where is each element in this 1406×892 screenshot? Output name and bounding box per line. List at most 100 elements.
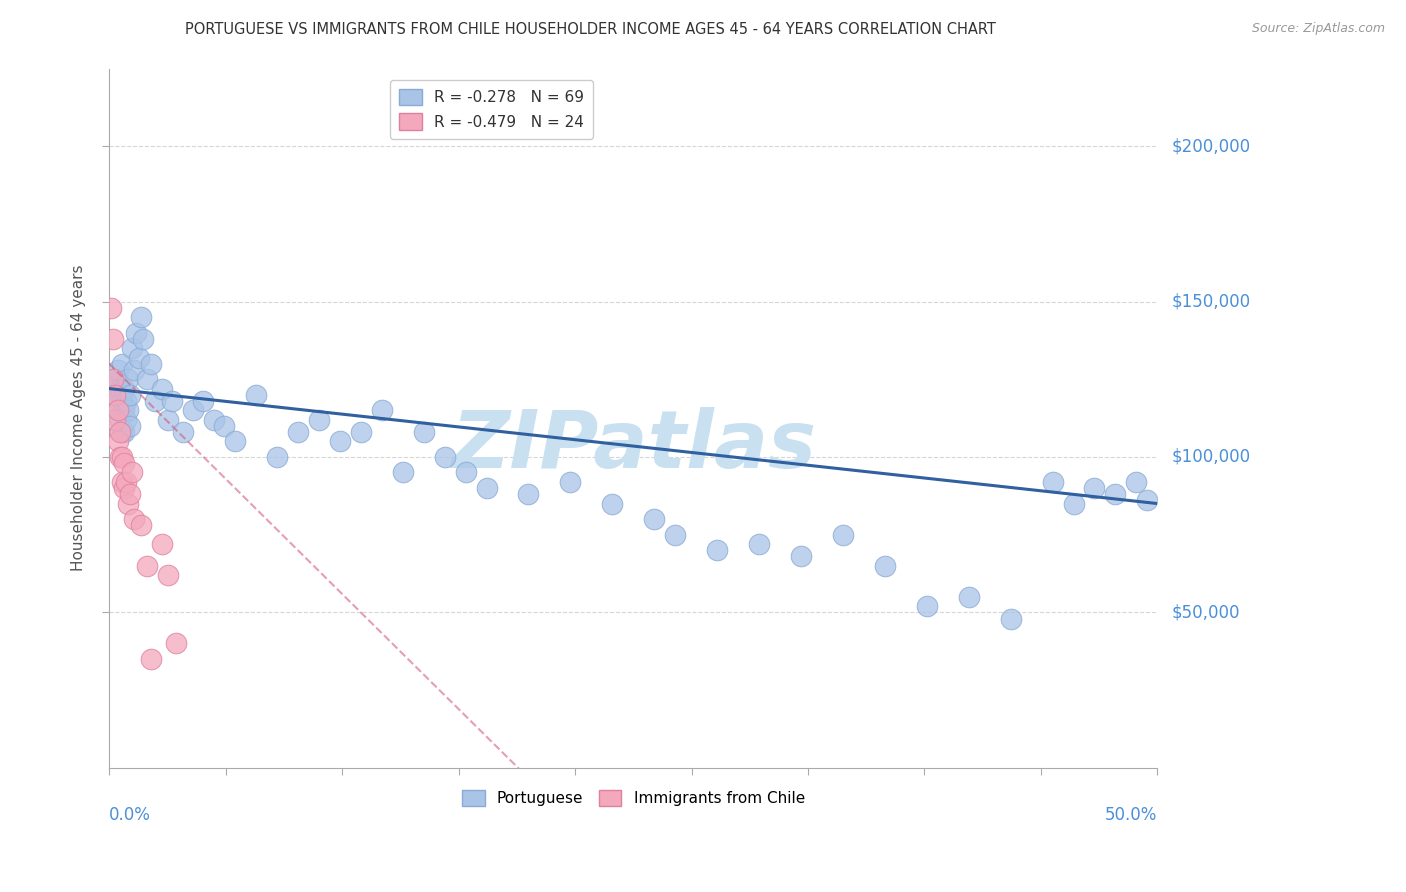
Point bbox=[135, 372, 157, 386]
Point bbox=[1125, 475, 1147, 489]
Point bbox=[287, 425, 309, 439]
Text: $100,000: $100,000 bbox=[1171, 448, 1250, 466]
Point bbox=[150, 382, 173, 396]
Point bbox=[1083, 481, 1105, 495]
Point bbox=[129, 518, 152, 533]
Text: ZIPatlas: ZIPatlas bbox=[451, 407, 815, 485]
Point bbox=[202, 412, 225, 426]
Point bbox=[957, 590, 980, 604]
Point bbox=[129, 310, 152, 325]
Point bbox=[107, 403, 129, 417]
Point bbox=[139, 357, 162, 371]
Point bbox=[329, 434, 352, 449]
Point bbox=[600, 497, 623, 511]
Point bbox=[111, 394, 134, 409]
Point bbox=[115, 394, 138, 409]
Point bbox=[156, 568, 179, 582]
Point bbox=[748, 537, 770, 551]
Point bbox=[143, 394, 166, 409]
Point bbox=[706, 543, 728, 558]
Point bbox=[391, 466, 413, 480]
Point bbox=[1042, 475, 1064, 489]
Point bbox=[112, 403, 135, 417]
Point bbox=[108, 425, 131, 439]
Point bbox=[120, 487, 142, 501]
Point bbox=[115, 412, 138, 426]
Text: $200,000: $200,000 bbox=[1171, 137, 1250, 155]
Text: 50.0%: 50.0% bbox=[1105, 806, 1157, 824]
Point bbox=[131, 332, 153, 346]
Point bbox=[112, 456, 135, 470]
Point bbox=[1000, 611, 1022, 625]
Point bbox=[1104, 487, 1126, 501]
Point bbox=[560, 475, 582, 489]
Point bbox=[125, 326, 148, 340]
Point bbox=[120, 388, 142, 402]
Point bbox=[111, 450, 134, 464]
Point bbox=[475, 481, 498, 495]
Text: $150,000: $150,000 bbox=[1171, 293, 1250, 310]
Point bbox=[100, 301, 122, 315]
Point bbox=[121, 341, 143, 355]
Point bbox=[112, 425, 135, 439]
Point bbox=[370, 403, 392, 417]
Point bbox=[139, 652, 162, 666]
Point bbox=[181, 403, 204, 417]
Text: PORTUGUESE VS IMMIGRANTS FROM CHILE HOUSEHOLDER INCOME AGES 45 - 64 YEARS CORREL: PORTUGUESE VS IMMIGRANTS FROM CHILE HOUS… bbox=[186, 22, 995, 37]
Point bbox=[308, 412, 330, 426]
Point bbox=[104, 412, 127, 426]
Point bbox=[150, 537, 173, 551]
Point bbox=[120, 418, 142, 433]
Point bbox=[172, 425, 194, 439]
Point bbox=[103, 372, 125, 386]
Point bbox=[790, 549, 813, 564]
Point bbox=[107, 363, 129, 377]
Point bbox=[111, 475, 134, 489]
Point bbox=[115, 475, 138, 489]
Point bbox=[350, 425, 373, 439]
Point bbox=[107, 403, 129, 417]
Point bbox=[128, 351, 150, 365]
Point bbox=[412, 425, 434, 439]
Point bbox=[1063, 497, 1085, 511]
Point bbox=[111, 425, 134, 439]
Point bbox=[112, 481, 135, 495]
Text: $50,000: $50,000 bbox=[1171, 603, 1240, 622]
Point bbox=[832, 527, 855, 541]
Text: Source: ZipAtlas.com: Source: ZipAtlas.com bbox=[1251, 22, 1385, 36]
Point bbox=[104, 394, 127, 409]
Point bbox=[124, 512, 146, 526]
Point bbox=[104, 372, 127, 386]
Point bbox=[117, 403, 139, 417]
Point bbox=[124, 363, 146, 377]
Point bbox=[214, 418, 236, 433]
Point bbox=[165, 636, 187, 650]
Point bbox=[103, 332, 125, 346]
Point bbox=[156, 412, 179, 426]
Point bbox=[915, 599, 938, 614]
Point bbox=[160, 394, 183, 409]
Point bbox=[108, 412, 131, 426]
Point bbox=[433, 450, 456, 464]
Point bbox=[108, 388, 131, 402]
Point bbox=[135, 558, 157, 573]
Point bbox=[245, 388, 267, 402]
Point bbox=[108, 450, 131, 464]
Point bbox=[112, 382, 135, 396]
Point bbox=[107, 434, 129, 449]
Point bbox=[104, 388, 127, 402]
Point bbox=[517, 487, 540, 501]
Point bbox=[111, 357, 134, 371]
Point bbox=[193, 394, 215, 409]
Point bbox=[108, 382, 131, 396]
Point bbox=[224, 434, 246, 449]
Y-axis label: Householder Income Ages 45 - 64 years: Householder Income Ages 45 - 64 years bbox=[72, 265, 86, 572]
Point bbox=[117, 497, 139, 511]
Point bbox=[664, 527, 686, 541]
Point bbox=[121, 466, 143, 480]
Point bbox=[873, 558, 896, 573]
Point bbox=[643, 512, 665, 526]
Text: 0.0%: 0.0% bbox=[110, 806, 150, 824]
Point bbox=[117, 372, 139, 386]
Point bbox=[1136, 493, 1159, 508]
